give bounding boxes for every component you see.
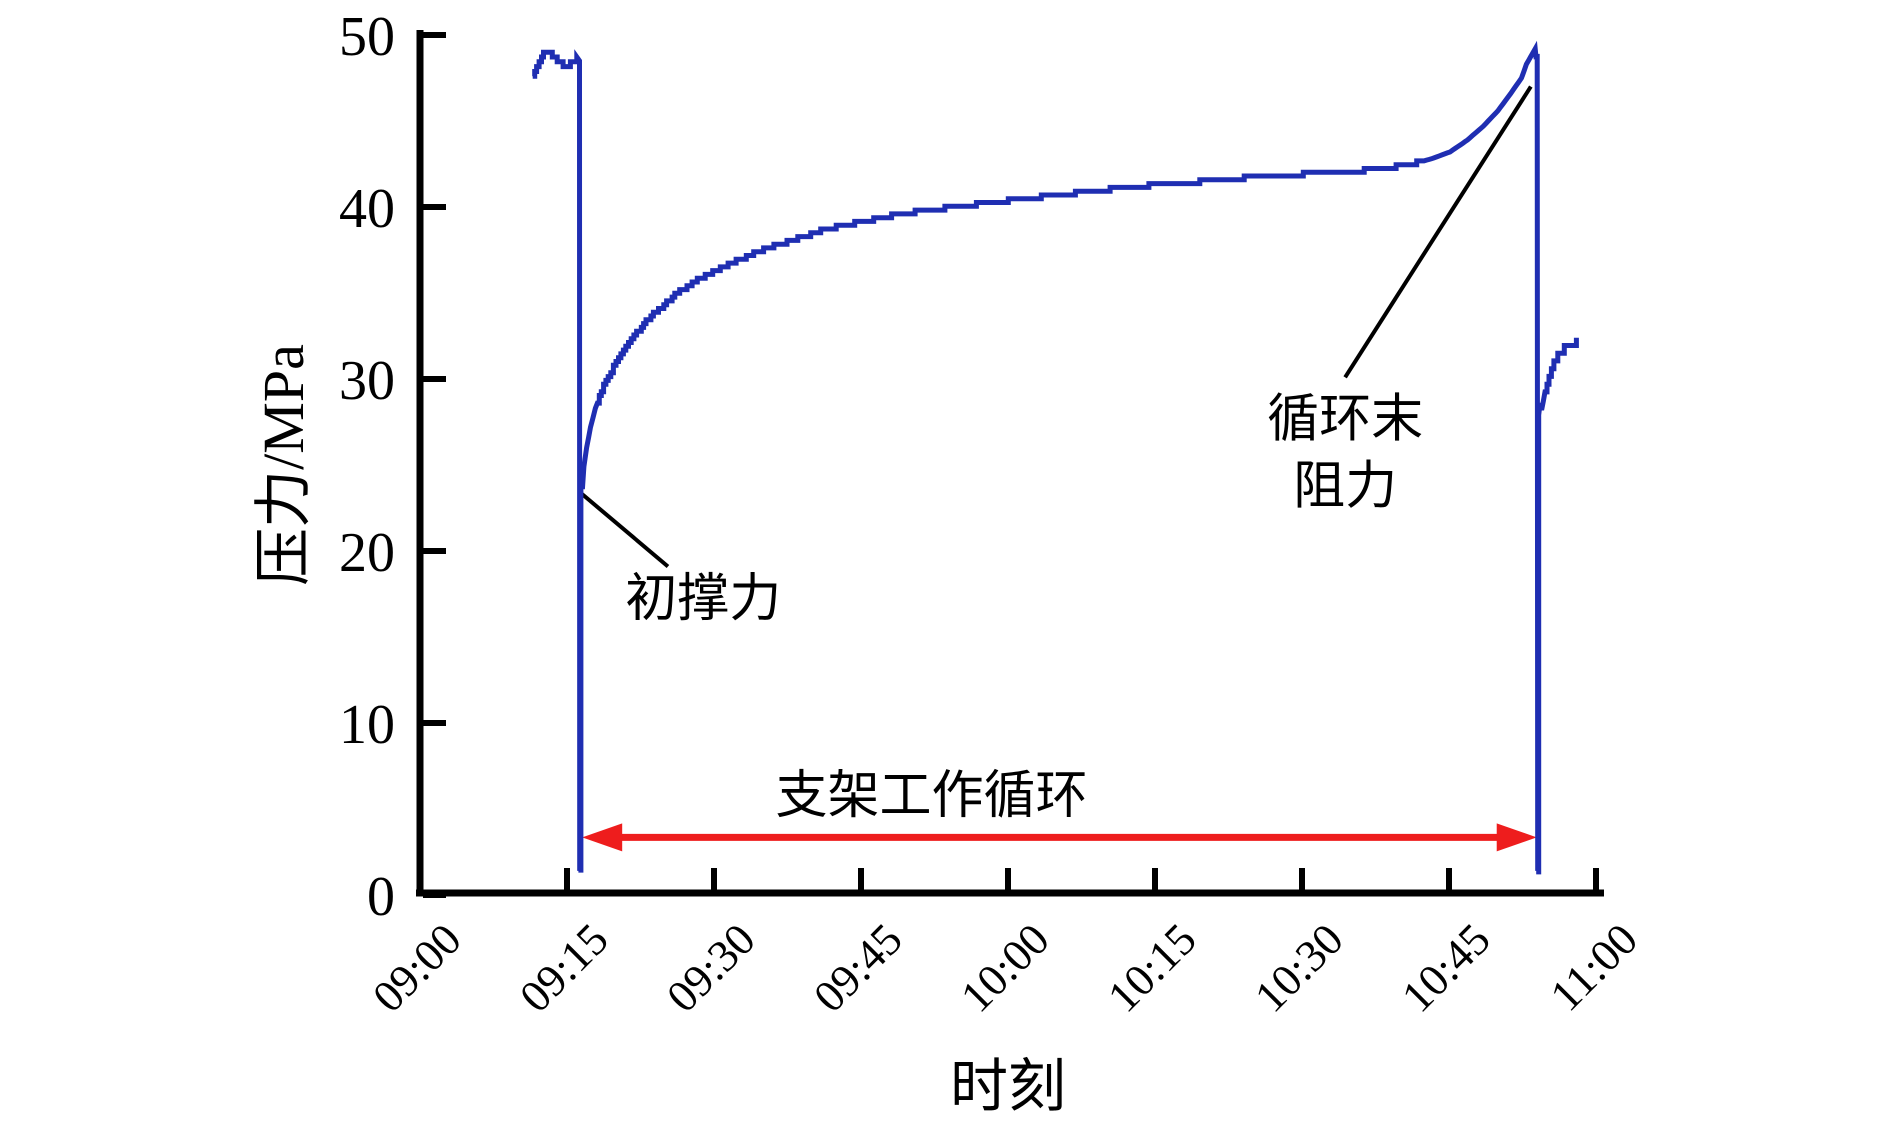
y-tick-label: 40 — [339, 178, 395, 240]
y-tick-label: 20 — [339, 522, 395, 584]
axis-lines — [416, 30, 1604, 897]
leader-line-end-cycle-resistance — [1343, 85, 1533, 379]
annotation-initial-support-force: 初撑力 — [625, 571, 782, 629]
pressure-curve-support-work-cycle — [578, 40, 1541, 873]
y-tick-label: 50 — [339, 6, 395, 68]
y-tick-label: 0 — [367, 866, 395, 928]
annotation-end-cycle-resistance-line2: 阻力 — [1293, 458, 1398, 516]
annotation-end-cycle-resistance-line1: 循环末 — [1267, 391, 1424, 449]
work-cycle-arrowhead-right — [1496, 823, 1537, 852]
pressure-curve-next-cycle-start — [1536, 337, 1579, 875]
work-cycle-arrowhead-left — [582, 823, 623, 852]
y-tick-label: 10 — [339, 694, 395, 756]
leader-line-initial-support-force — [578, 490, 670, 569]
annotation-work-cycle-span: 支架工作循环 — [775, 768, 1088, 826]
pressure-curve-previous-cycle-end — [532, 49, 583, 871]
x-axis-title: 时刻 — [949, 1054, 1067, 1119]
annotation-end-cycle-resistance: 循环末 阻力 — [1267, 386, 1423, 521]
y-tick-label: 30 — [339, 350, 395, 412]
